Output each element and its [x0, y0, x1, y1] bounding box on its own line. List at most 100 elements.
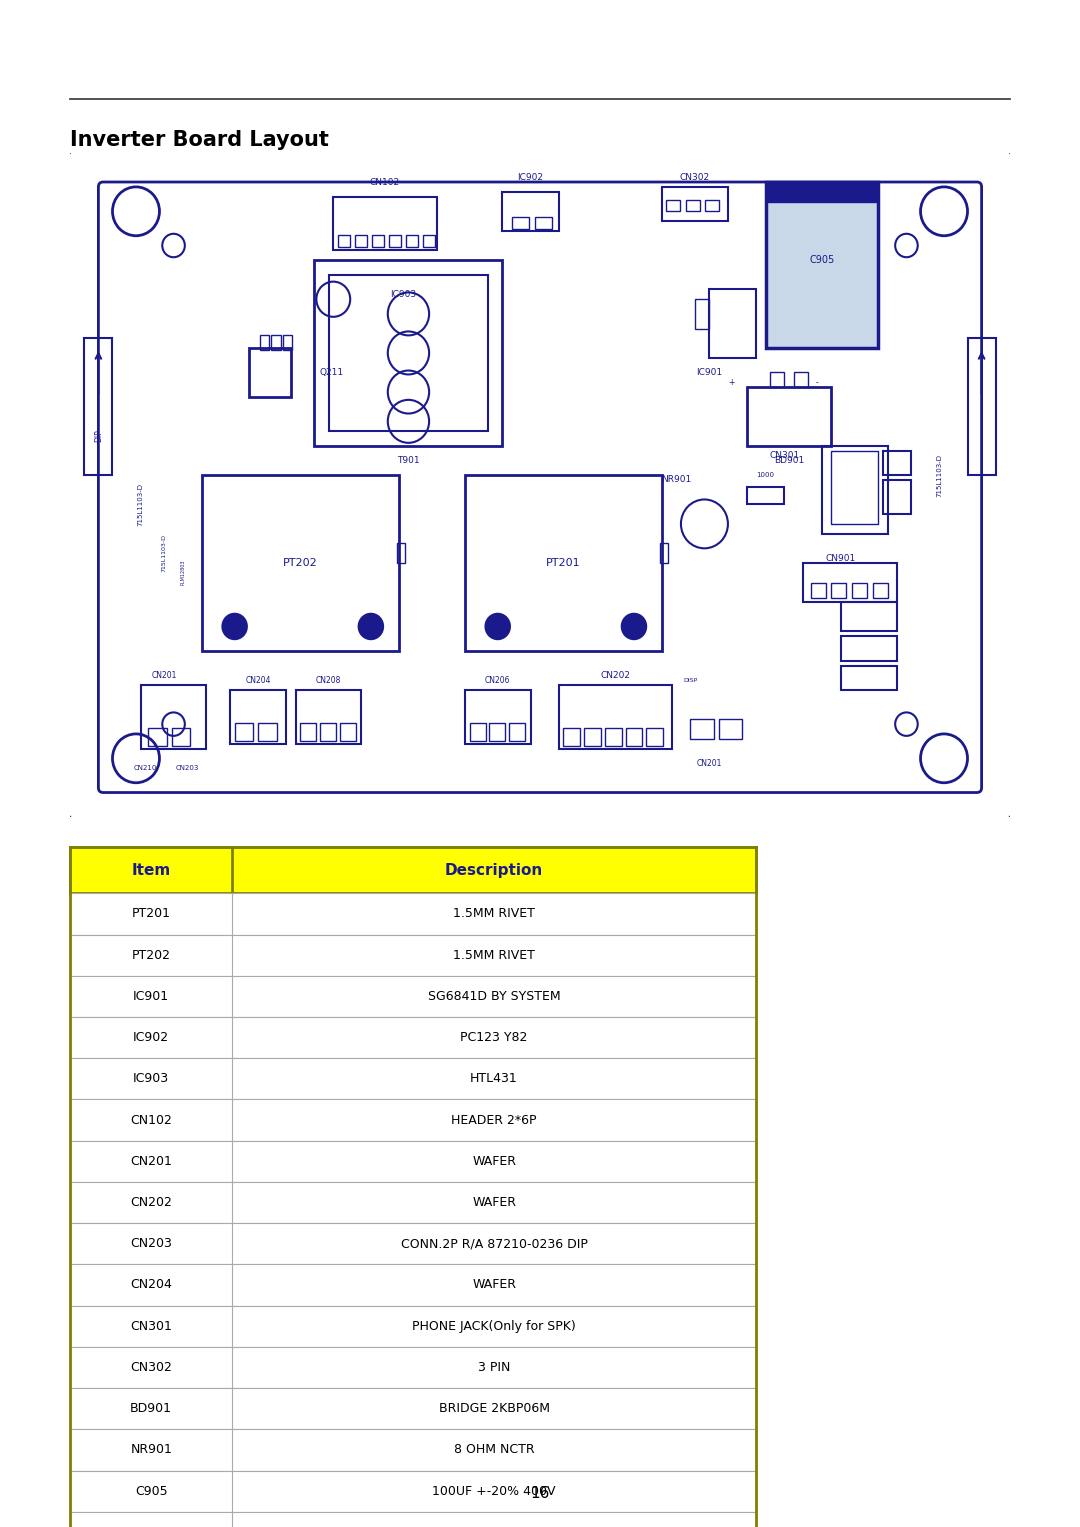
Bar	[502, 192, 558, 231]
Bar	[718, 719, 742, 739]
Text: IC901: IC901	[697, 368, 723, 377]
Text: PT202: PT202	[132, 948, 171, 962]
Text: PLM12803: PLM12803	[180, 560, 186, 585]
Text: 8 OHM NCTR: 8 OHM NCTR	[454, 1443, 535, 1457]
Text: 16: 16	[530, 1486, 550, 1501]
Bar	[696, 299, 710, 328]
Bar	[968, 339, 996, 475]
Bar	[389, 235, 401, 247]
Bar	[686, 200, 700, 211]
Text: CN202: CN202	[600, 670, 630, 680]
Bar	[406, 235, 418, 247]
Bar	[746, 487, 784, 504]
Bar	[666, 200, 680, 211]
Text: PT201: PT201	[546, 557, 581, 568]
Circle shape	[622, 614, 646, 640]
Bar	[690, 719, 714, 739]
Bar	[536, 217, 552, 229]
Text: WAFER: WAFER	[472, 1278, 516, 1292]
Bar	[140, 686, 206, 748]
Bar	[470, 724, 486, 741]
Bar	[248, 348, 291, 397]
Circle shape	[222, 614, 247, 640]
Bar	[340, 724, 355, 741]
Bar	[509, 724, 525, 741]
Text: CN301: CN301	[769, 450, 799, 460]
Circle shape	[486, 614, 510, 640]
Bar	[822, 446, 888, 533]
Bar	[832, 450, 878, 524]
Bar	[234, 724, 254, 741]
Text: IC903: IC903	[390, 290, 416, 299]
Bar	[840, 637, 897, 661]
Bar	[811, 583, 825, 599]
Text: CN302: CN302	[680, 173, 710, 182]
Bar	[300, 724, 316, 741]
Bar	[746, 388, 832, 446]
Text: Q211: Q211	[320, 368, 343, 377]
Text: IC902: IC902	[133, 1031, 170, 1044]
Bar	[230, 690, 286, 744]
Text: CN302: CN302	[131, 1361, 172, 1374]
Text: T901: T901	[397, 457, 420, 464]
Bar	[422, 235, 435, 247]
Text: Item: Item	[132, 863, 171, 878]
Text: HEADER 2*6P: HEADER 2*6P	[451, 1113, 537, 1127]
Bar	[334, 197, 436, 250]
Bar	[338, 235, 350, 247]
Bar	[662, 186, 728, 221]
Bar	[794, 373, 808, 388]
Bar	[296, 690, 362, 744]
Text: IC902: IC902	[517, 173, 543, 182]
Text: DISP: DISP	[684, 678, 698, 683]
Bar	[646, 728, 663, 745]
Bar	[883, 450, 912, 475]
Text: CN301: CN301	[131, 1319, 172, 1333]
Text: BD901: BD901	[774, 457, 805, 464]
Bar	[770, 373, 784, 388]
Text: Description: Description	[445, 863, 543, 878]
Text: -: -	[815, 377, 819, 386]
Text: 1.5MM RIVET: 1.5MM RIVET	[454, 948, 535, 962]
Text: BRIDGE 2KBP06M: BRIDGE 2KBP06M	[438, 1402, 550, 1416]
Text: 100UF +-20% 400V: 100UF +-20% 400V	[432, 1484, 556, 1498]
Bar	[883, 479, 912, 515]
Bar	[766, 182, 878, 202]
Text: CN201: CN201	[131, 1154, 172, 1168]
Text: SG6841D BY SYSTEM: SG6841D BY SYSTEM	[428, 989, 561, 1003]
Text: IC901: IC901	[133, 989, 170, 1003]
Bar	[172, 728, 190, 745]
Bar	[605, 728, 622, 745]
Text: CONN.2P R/A 87210-0236 DIP: CONN.2P R/A 87210-0236 DIP	[401, 1237, 588, 1251]
Text: C905: C905	[135, 1484, 167, 1498]
Text: C905: C905	[809, 255, 835, 266]
Text: Inverter Board Layout: Inverter Board Layout	[70, 130, 329, 150]
Bar	[489, 724, 505, 741]
Text: CN206: CN206	[485, 675, 511, 684]
Bar	[372, 235, 384, 247]
Bar	[84, 339, 112, 475]
Text: 1.5MM RIVET: 1.5MM RIVET	[454, 907, 535, 921]
Bar	[584, 728, 602, 745]
Bar	[320, 724, 336, 741]
Bar	[328, 275, 488, 431]
Text: 715L1103-D: 715L1103-D	[162, 534, 166, 573]
Bar	[464, 475, 662, 651]
Text: 715L1103-D: 715L1103-D	[137, 483, 144, 525]
Bar	[260, 336, 269, 350]
Text: PT202: PT202	[283, 557, 318, 568]
Bar	[804, 563, 897, 602]
Bar	[660, 544, 667, 563]
Bar	[766, 182, 878, 348]
Bar	[512, 217, 529, 229]
Bar	[558, 686, 672, 748]
FancyBboxPatch shape	[67, 150, 1013, 820]
Text: CN204: CN204	[245, 675, 271, 684]
Text: PHONE JACK(Only for SPK): PHONE JACK(Only for SPK)	[413, 1319, 576, 1333]
Text: +: +	[728, 377, 734, 386]
Bar	[314, 260, 502, 446]
Text: CN204: CN204	[131, 1278, 172, 1292]
Text: NR901: NR901	[131, 1443, 172, 1457]
Text: CN208: CN208	[316, 675, 341, 684]
Text: CN102: CN102	[370, 177, 400, 186]
